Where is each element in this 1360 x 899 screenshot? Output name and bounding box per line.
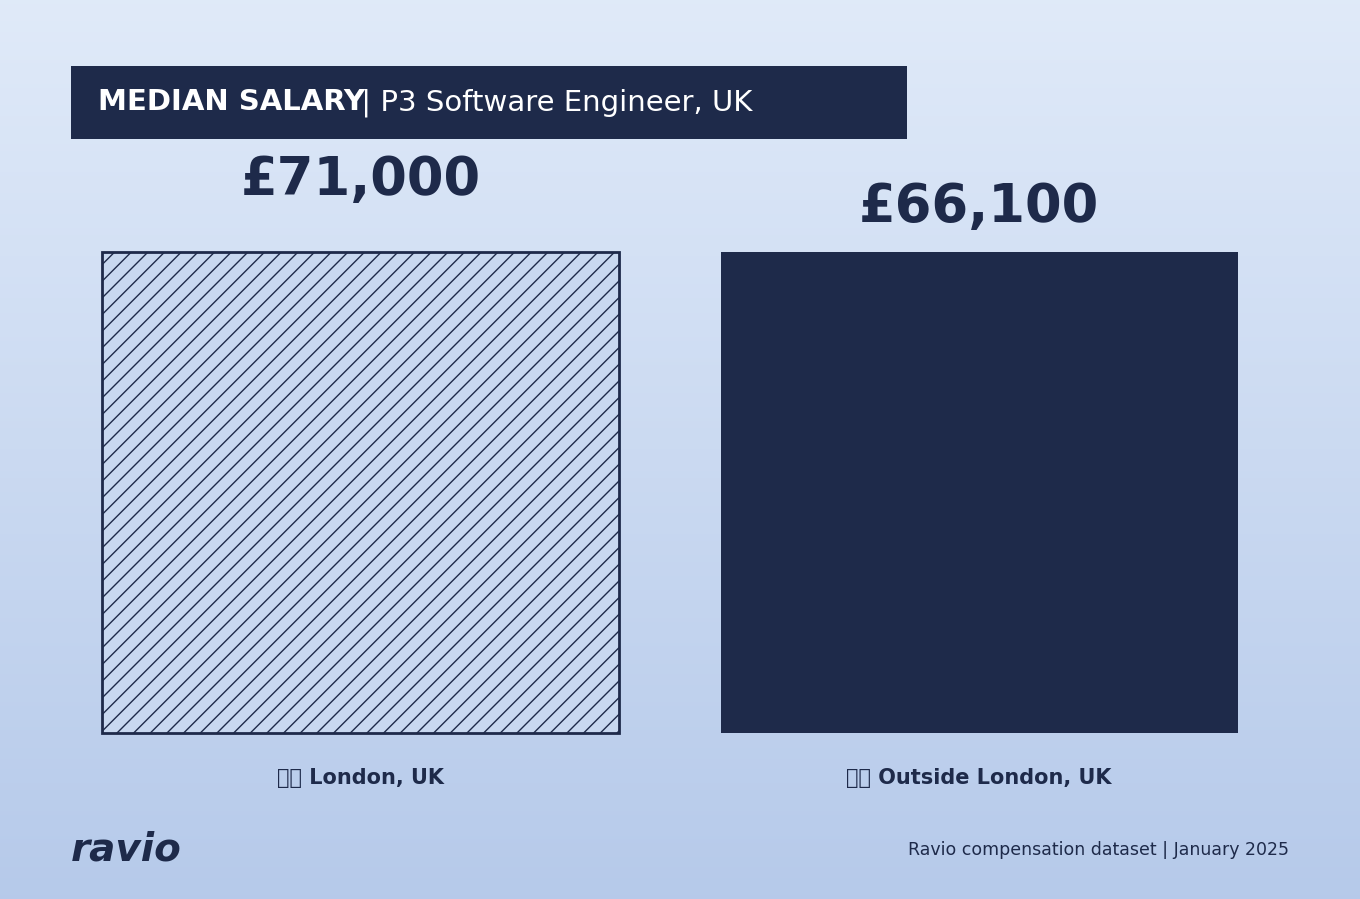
- Text: 🇬🇧 London, UK: 🇬🇧 London, UK: [277, 768, 443, 788]
- Bar: [721, 252, 1238, 733]
- Text: | P3 Software Engineer, UK: | P3 Software Engineer, UK: [352, 88, 752, 117]
- Text: ravio: ravio: [71, 831, 182, 868]
- Bar: [102, 252, 619, 733]
- Text: £71,000: £71,000: [241, 154, 480, 206]
- Bar: [102, 252, 619, 733]
- Text: Ravio compensation dataset | January 2025: Ravio compensation dataset | January 202…: [908, 841, 1289, 859]
- Text: 🇬🇧 Outside London, UK: 🇬🇧 Outside London, UK: [846, 768, 1112, 788]
- Text: MEDIAN SALARY: MEDIAN SALARY: [98, 88, 364, 117]
- Bar: [71, 66, 907, 139]
- Text: £66,100: £66,100: [860, 181, 1099, 233]
